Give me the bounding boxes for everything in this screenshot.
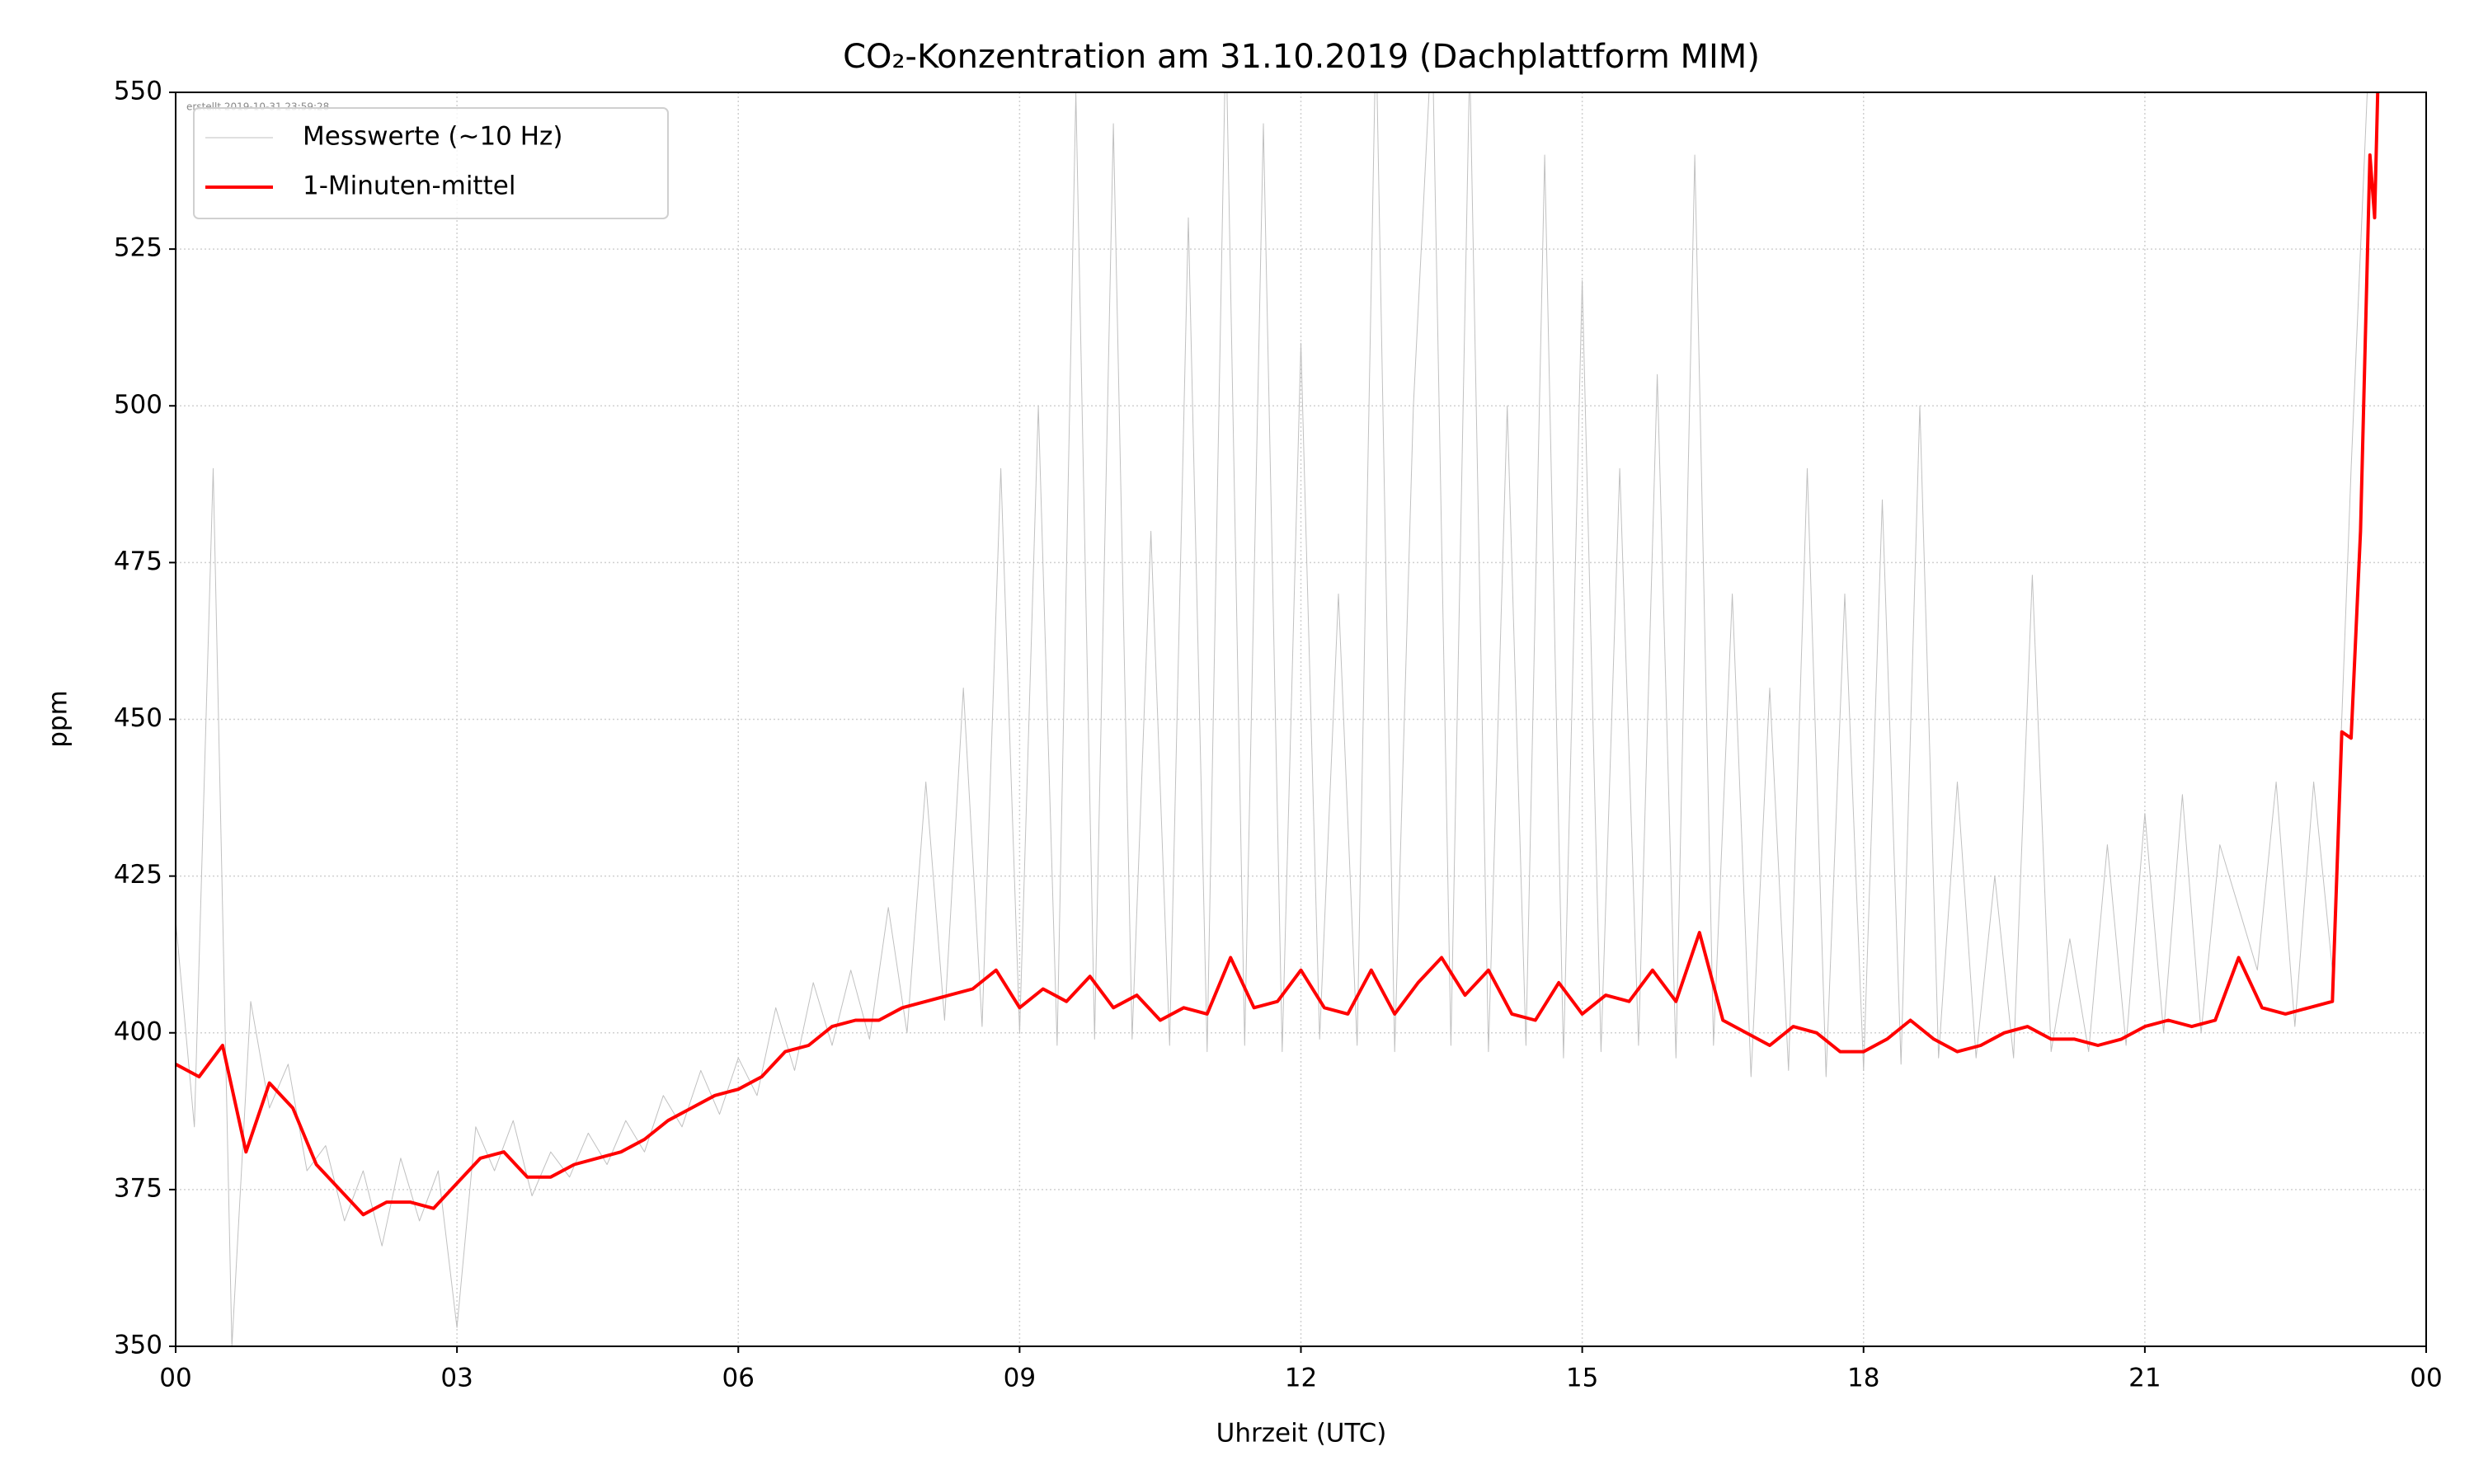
y-tick-label: 400: [114, 1017, 162, 1046]
y-tick-label: 450: [114, 703, 162, 733]
y-tick-label: 425: [114, 860, 162, 890]
legend-box: [193, 107, 669, 219]
data-line: [176, 92, 2368, 1346]
x-tick-label: 00: [159, 1364, 191, 1393]
x-tick-label: 03: [440, 1364, 473, 1393]
x-tick-label: 09: [1004, 1364, 1036, 1393]
x-tick-label: 18: [1847, 1364, 1879, 1393]
y-tick-label: 550: [114, 77, 162, 106]
y-tick-label: 500: [114, 390, 162, 420]
data-line: [176, 92, 2380, 1217]
y-tick-label: 375: [114, 1173, 162, 1203]
chart-title: CO₂-Konzentration am 31.10.2019 (Dachpla…: [843, 38, 1760, 76]
x-axis-label: Uhrzeit (UTC): [1216, 1419, 1387, 1449]
legend-label: Messwerte (~10 Hz): [303, 122, 562, 152]
y-tick-label: 525: [114, 233, 162, 263]
y-axis-label: ppm: [44, 690, 73, 748]
plot-area: [176, 92, 2380, 1346]
y-tick-label: 350: [114, 1331, 162, 1360]
x-tick-label: 12: [1285, 1364, 1317, 1393]
x-tick-label: 21: [2128, 1364, 2161, 1393]
x-tick-label: 00: [2410, 1364, 2442, 1393]
x-tick-label: 06: [722, 1364, 755, 1393]
x-tick-label: 15: [1566, 1364, 1598, 1393]
y-tick-label: 475: [114, 547, 162, 576]
plot-frame: [175, 92, 2427, 1347]
legend-label: 1-Minuten-mittel: [303, 171, 515, 201]
